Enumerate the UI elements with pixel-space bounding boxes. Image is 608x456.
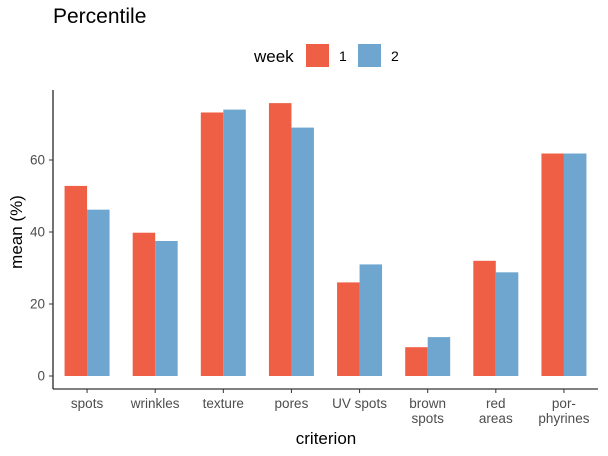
x-tick-label-line: wrinkles (130, 396, 180, 411)
x-tick-label-line: spots (412, 411, 445, 426)
x-tick-label-line: brown (409, 396, 446, 411)
bar-series-2-1 (155, 241, 178, 376)
x-axis-title: criterion (296, 429, 356, 448)
bar-series-1-7 (541, 153, 564, 376)
bar-series-2-2 (223, 109, 246, 376)
y-tick-label-20: 20 (30, 297, 45, 312)
bar-series-1-3 (268, 103, 292, 377)
x-tick-label-4: UV spots (332, 396, 387, 411)
bar-series-1-2 (200, 112, 224, 376)
chart-title: Percentile (53, 5, 146, 28)
x-tick-label-7: por-phyrines (538, 396, 589, 426)
bar-series-2-0 (87, 209, 110, 376)
x-tick-label-2: texture (203, 396, 244, 411)
x-tick-label-line: phyrines (538, 411, 589, 426)
bar-series-2-3 (291, 127, 314, 376)
bar-series-1-6 (473, 260, 496, 376)
bar-series-1-0 (64, 185, 88, 376)
bar-series-2-7 (563, 153, 587, 376)
x-tick-label-5: brown spots (409, 396, 446, 426)
bar-series-1-1 (132, 232, 156, 376)
y-tick-label-60: 60 (30, 153, 45, 168)
x-tick-label-line: red (486, 396, 506, 411)
bar-series-1-4 (337, 282, 360, 376)
x-tick-label-line: texture (203, 396, 244, 411)
x-tick-label-line: areas (479, 411, 513, 426)
bar-series-2-6 (495, 272, 519, 376)
legend-label-1: 1 (339, 48, 347, 64)
y-axis-title: mean (%) (7, 195, 26, 269)
legend-key-1 (306, 44, 329, 67)
y-tick-label-40: 40 (30, 225, 45, 240)
legend-title: week (253, 47, 294, 66)
x-tick-label-line: spots (71, 396, 104, 411)
x-tick-label-line: UV spots (332, 396, 387, 411)
legend-key-2 (358, 44, 381, 67)
bar-series-1-5 (405, 347, 428, 376)
x-tick-label-line: por- (552, 396, 576, 411)
legend: week 1 2 (253, 44, 399, 67)
legend-label-2: 2 (391, 48, 399, 64)
x-tick-label-6: red areas (479, 396, 513, 426)
bar-series-2-4 (359, 264, 383, 376)
y-tick-label-0: 0 (37, 369, 45, 384)
x-tick-label-0: spots (71, 396, 104, 411)
x-tick-label-line: pores (275, 396, 309, 411)
plot-area: 0 20 40 60 spots wrinkles texture pores UV spots… (30, 90, 598, 426)
bar-series-2-5 (427, 337, 451, 376)
x-tick-label-1: wrinkles (130, 396, 180, 411)
x-tick-label-3: pores (275, 396, 309, 411)
